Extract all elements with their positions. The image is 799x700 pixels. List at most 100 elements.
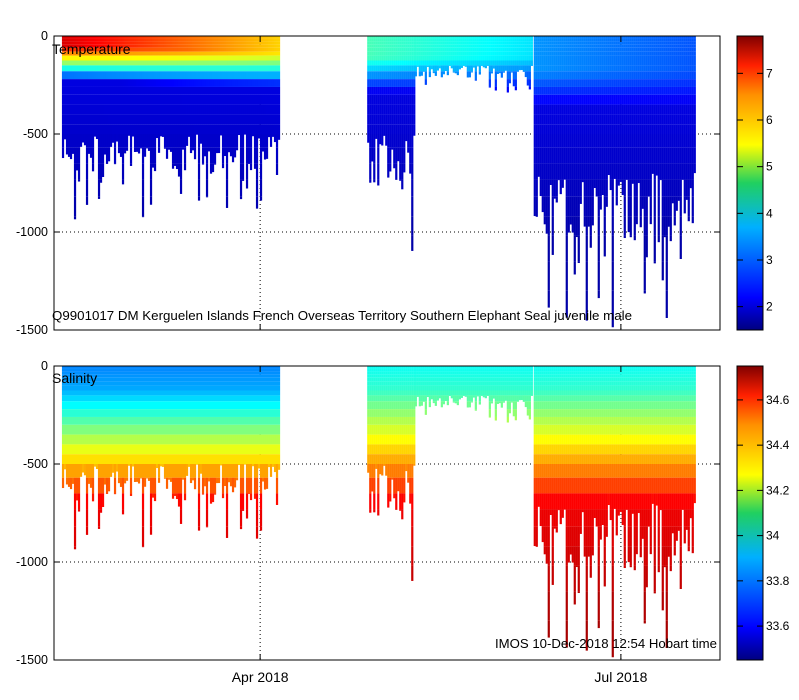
- profile-cell: [446, 51, 449, 56]
- profile-cell: [456, 60, 459, 66]
- profile-cell: [593, 104, 596, 115]
- profile-cell: [181, 124, 185, 134]
- profile-cell: [669, 79, 672, 87]
- profile-cell: [440, 60, 443, 66]
- profile-cell: [629, 235, 632, 238]
- profile-cell: [474, 60, 477, 66]
- profile-cell: [589, 86, 592, 95]
- profile-cell: [273, 86, 277, 95]
- profile-cell: [65, 71, 69, 80]
- profile-column: [249, 36, 253, 171]
- profile-cell: [514, 86, 517, 91]
- profile-cell: [583, 47, 586, 52]
- profile-cell: [393, 41, 396, 45]
- profile-cell: [267, 71, 271, 80]
- profile-cell: [215, 124, 219, 134]
- profile-cell: [464, 47, 467, 52]
- profile-cell: [393, 55, 396, 61]
- profile-cell: [651, 41, 654, 45]
- profile-cell: [255, 65, 259, 72]
- profile-column: [125, 36, 129, 151]
- profile-cell: [221, 94, 225, 105]
- profile-cell: [105, 44, 109, 48]
- profile-cell: [261, 104, 265, 115]
- profile-cell: [621, 104, 624, 115]
- profile-cell: [381, 65, 384, 72]
- profile-cell: [605, 71, 608, 80]
- profile-cell: [385, 36, 388, 39]
- profile-cell: [569, 79, 572, 87]
- profile-cell: [413, 79, 416, 87]
- profile-cell: [615, 44, 618, 48]
- profile-cell: [169, 94, 173, 105]
- profile-cell: [416, 51, 419, 56]
- profile-cell: [383, 104, 386, 115]
- profile-cell: [277, 134, 281, 140]
- profile-cell: [416, 65, 419, 67]
- profile-cell: [565, 60, 568, 66]
- profile-cell: [609, 104, 612, 115]
- profile-cell: [482, 38, 485, 42]
- profile-cell: [631, 41, 634, 45]
- profile-cell: [659, 79, 662, 87]
- profile-cell: [649, 71, 652, 80]
- profile-cell: [468, 41, 471, 45]
- profile-cell: [639, 134, 642, 148]
- profile-cell: [245, 114, 249, 125]
- profile-cell: [579, 179, 582, 197]
- profile-cell: [191, 134, 195, 148]
- profile-cell: [595, 47, 598, 52]
- profile-cell: [655, 147, 658, 164]
- profile-cell: [153, 47, 157, 52]
- profile-cell: [277, 47, 281, 52]
- profile-cell: [516, 38, 519, 42]
- profile-cell: [555, 114, 558, 125]
- profile-cell: [530, 38, 533, 42]
- profile-cell: [545, 71, 548, 80]
- profile-cell: [121, 38, 125, 42]
- profile-cell: [199, 55, 203, 61]
- profile-cell: [183, 44, 187, 48]
- profile-cell: [553, 38, 556, 42]
- profile-cell: [603, 134, 606, 148]
- profile-cell: [539, 134, 542, 148]
- profile-cell: [446, 41, 449, 45]
- profile-cell: [271, 41, 275, 45]
- profile-cell: [387, 65, 390, 72]
- profile-cell: [173, 114, 177, 125]
- profile-cell: [147, 41, 151, 45]
- profile-column: [663, 36, 666, 238]
- profile-column: [107, 36, 111, 162]
- profile-cell: [631, 124, 634, 134]
- profile-cell: [641, 60, 644, 66]
- profile-cell: [577, 94, 580, 105]
- profile-cell: [177, 104, 181, 115]
- profile-cell: [375, 104, 378, 115]
- profile-cell: [585, 94, 588, 105]
- profile-cell: [165, 60, 169, 66]
- profile-cell: [571, 55, 574, 61]
- profile-cell: [251, 38, 255, 42]
- profile-cell: [557, 60, 560, 66]
- profile-cell: [225, 71, 229, 80]
- profile-cell: [255, 71, 259, 80]
- profile-cell: [63, 65, 67, 72]
- profile-cell: [249, 44, 253, 48]
- profile-cell: [173, 94, 177, 105]
- profile-cell: [377, 36, 380, 39]
- profile-cell: [369, 41, 372, 45]
- profile-cell: [65, 38, 69, 42]
- profile-cell: [541, 104, 544, 115]
- profile-column: [506, 36, 509, 93]
- profile-cell: [141, 196, 145, 217]
- profile-cell: [621, 124, 624, 134]
- profile-cell: [169, 44, 173, 48]
- profile-cell: [175, 124, 179, 134]
- profile-cell: [486, 60, 489, 66]
- profile-cell: [416, 41, 419, 45]
- profile-cell: [121, 55, 125, 61]
- profile-cell: [117, 60, 121, 66]
- profile-cell: [543, 65, 546, 72]
- profile-cell: [510, 36, 513, 39]
- profile-cell: [181, 60, 185, 66]
